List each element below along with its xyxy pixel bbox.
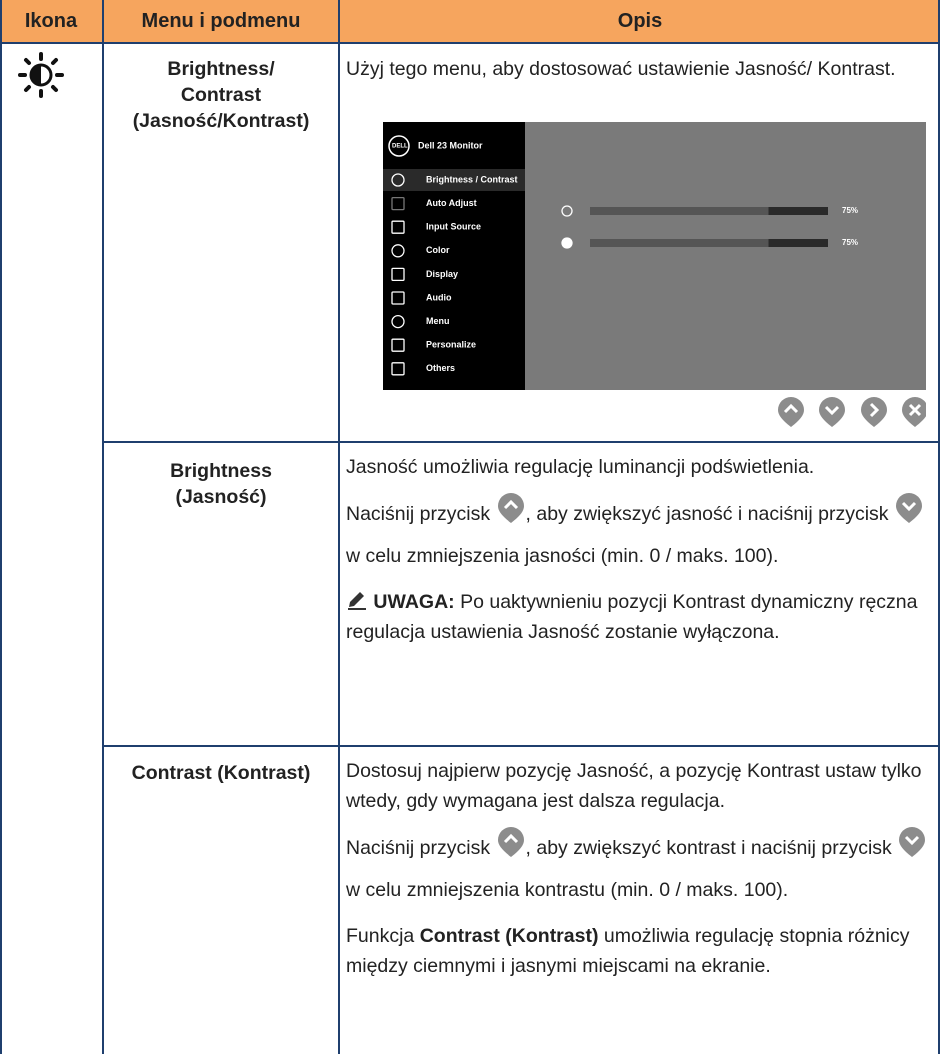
text: w celu zmniejszenia jasności (min. 0 / m… — [346, 545, 779, 567]
menu-label: Contrast (Kontrast) — [131, 762, 311, 784]
border — [102, 745, 940, 747]
menu-item: Auto Adjust — [426, 198, 477, 208]
menu-label: Brightness (Jasność) — [170, 460, 272, 508]
osd-title: Dell 23 Monitor — [418, 140, 483, 150]
text: umożliwia regulację stopnia różnicy międ… — [346, 925, 910, 977]
text: , aby zwiększyć kontrast i naciśnij przy… — [525, 837, 898, 859]
description: Dostosuj najpierw pozycję Jasność, a poz… — [346, 756, 934, 991]
menu-item-icon — [391, 173, 405, 187]
header-menu: Menu i podmenu — [104, 0, 338, 42]
border — [102, 0, 104, 1054]
up-button-icon — [497, 827, 524, 857]
menu-item-icon — [391, 267, 405, 282]
description: Użyj tego menu, aby dostosować ustawieni… — [346, 58, 896, 80]
text: Po uaktywnieniu pozycji Kontrast dynamic… — [346, 591, 918, 643]
menu-item-icon — [391, 314, 405, 329]
menu-item-icon — [391, 220, 405, 234]
text: Naciśnij przycisk — [346, 837, 496, 859]
text: Naciśnij przycisk — [346, 503, 496, 525]
menu-label: Brightness/ Contrast (Jasność/Kontrast) — [132, 58, 310, 132]
border — [102, 441, 940, 443]
svg-text:DELL: DELL — [392, 144, 408, 150]
menu-item: Color — [426, 245, 450, 255]
menu-item-icon — [391, 362, 405, 376]
menu-item-icon — [391, 291, 405, 305]
border — [0, 0, 2, 1054]
border — [338, 0, 340, 1054]
header-icon: Ikona — [0, 0, 102, 42]
note: UWAGA: Po uaktywnieniu pozycji Kontrast … — [346, 587, 934, 647]
text: Funkcja — [346, 925, 420, 947]
text: w celu zmniejszenia kontrastu (min. 0 / … — [346, 879, 789, 901]
paragraph: Jasność umożliwia regulację luminancji p… — [346, 456, 815, 478]
description: Jasność umożliwia regulację luminancji p… — [346, 452, 934, 657]
menu-item: Personalize — [426, 340, 476, 350]
menu-item-icon — [391, 244, 405, 258]
menu-item: Menu — [426, 316, 450, 326]
brightness-icon — [18, 52, 64, 98]
note-label: UWAGA: — [373, 591, 455, 613]
down-button-icon — [899, 827, 926, 857]
header-description: Opis — [340, 0, 940, 42]
border — [938, 0, 940, 1054]
slider-value: 75% — [842, 238, 858, 247]
osd-buttons — [778, 397, 926, 427]
text: Contrast (Kontrast) — [419, 925, 599, 947]
text: , aby zwiększyć jasność i naciśnij przyc… — [525, 503, 894, 525]
border — [0, 42, 940, 44]
paragraph: Dostosuj najpierw pozycję Jasność, a poz… — [346, 760, 922, 812]
note-icon — [348, 592, 366, 610]
menu-item: Display — [426, 269, 458, 279]
slider-value: 75% — [842, 206, 858, 215]
menu-item: Audio — [426, 292, 452, 302]
osd-screenshot: DELL Dell 23 Monitor Brightness / Contra… — [383, 122, 926, 390]
menu-item: Input Source — [426, 222, 481, 232]
paragraph: Naciśnij przycisk , aby zwiększyć kontra… — [346, 826, 934, 911]
menu-item-icon — [391, 196, 405, 211]
slider-icon — [561, 205, 573, 217]
menu-item: Others — [426, 363, 455, 373]
slider-icon — [561, 237, 573, 249]
down-button-icon — [895, 493, 922, 523]
up-button-icon — [497, 493, 524, 523]
menu-item: Brightness / Contrast — [426, 174, 518, 184]
slider-fill — [590, 239, 769, 247]
slider-fill — [590, 207, 769, 215]
paragraph: Naciśnij przycisk , aby zwiększyć jasnoś… — [346, 492, 934, 577]
paragraph: Funkcja Contrast (Kontrast) umożliwia re… — [346, 921, 934, 981]
menu-item-icon — [391, 338, 405, 352]
